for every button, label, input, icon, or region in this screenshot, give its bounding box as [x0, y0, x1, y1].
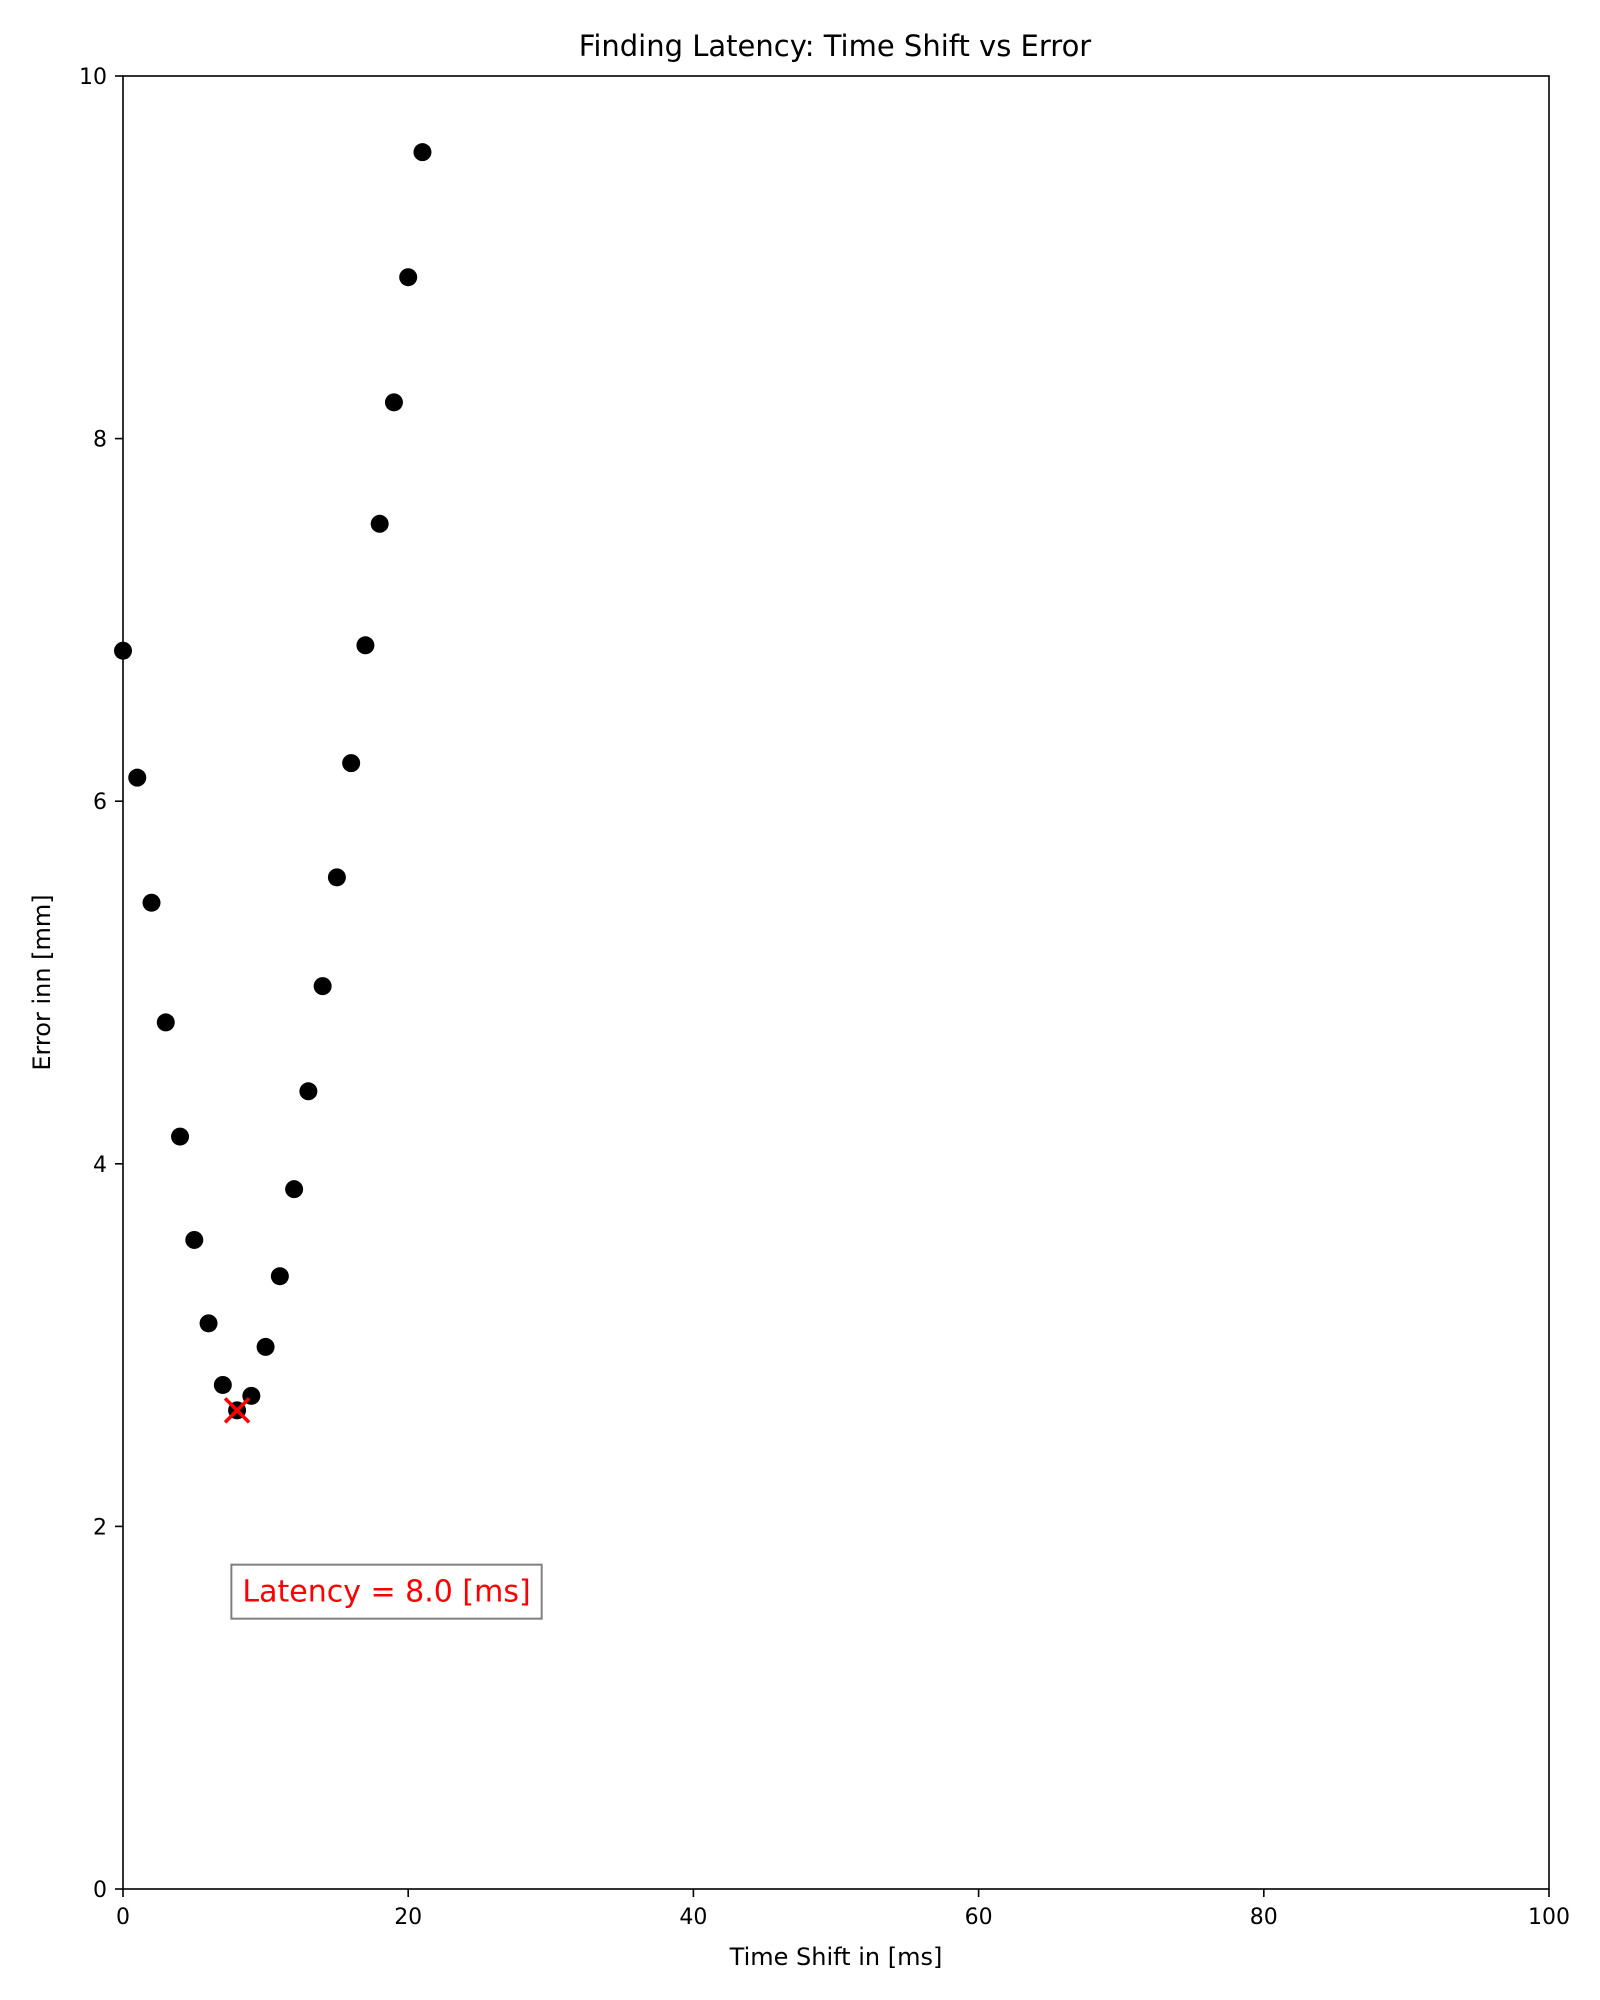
data-point: [399, 268, 418, 287]
data-points: [114, 143, 432, 1420]
data-point: [327, 868, 346, 887]
x-tick-label: 100: [1528, 1905, 1570, 1930]
data-point: [413, 143, 432, 162]
chart-title: Finding Latency: Time Shift vs Error: [579, 29, 1092, 63]
data-point: [356, 636, 375, 655]
data-point: [256, 1337, 275, 1356]
data-point: [185, 1230, 204, 1249]
y-tick-label: 10: [79, 65, 107, 90]
x-tick-label: 40: [679, 1905, 707, 1930]
x-tick-label: 80: [1250, 1905, 1278, 1930]
y-tick-label: 4: [93, 1153, 107, 1178]
latency-x-stroke: [223, 1397, 251, 1424]
y-axis-label: Error inn [mm]: [28, 894, 56, 1070]
data-point: [313, 977, 332, 996]
latency-marker: [223, 1397, 251, 1424]
data-point: [156, 1013, 175, 1032]
data-point: [342, 754, 361, 773]
data-point: [299, 1082, 318, 1101]
data-point: [270, 1267, 289, 1286]
y-axis-ticks: 0 2 4 6 8 10: [79, 65, 123, 1903]
annotation-box: [230, 1563, 543, 1620]
x-tick-label: 20: [394, 1905, 422, 1930]
data-point: [213, 1375, 232, 1394]
data-point: [128, 768, 147, 787]
data-point: [171, 1127, 190, 1146]
latency-annotation: Latency = 8.0 [ms]: [230, 1563, 543, 1620]
y-tick-label: 0: [93, 1878, 107, 1903]
y-tick-label: 2: [93, 1515, 107, 1540]
x-axis-ticks: 0 20 40 60 80 100: [116, 1889, 1570, 1930]
data-point: [285, 1180, 304, 1199]
data-point: [370, 514, 389, 533]
x-axis-label: Time Shift in [ms]: [729, 1943, 943, 1971]
plot-area-frame: [122, 75, 1550, 1890]
x-tick-label: 60: [965, 1905, 993, 1930]
data-point: [384, 393, 403, 412]
y-tick-label: 6: [93, 790, 107, 815]
data-point: [199, 1314, 218, 1333]
x-tick-label: 0: [116, 1905, 130, 1930]
data-point: [142, 893, 161, 912]
annotation-text: Latency = 8.0 [ms]: [242, 1575, 530, 1610]
y-tick-label: 8: [93, 428, 107, 453]
